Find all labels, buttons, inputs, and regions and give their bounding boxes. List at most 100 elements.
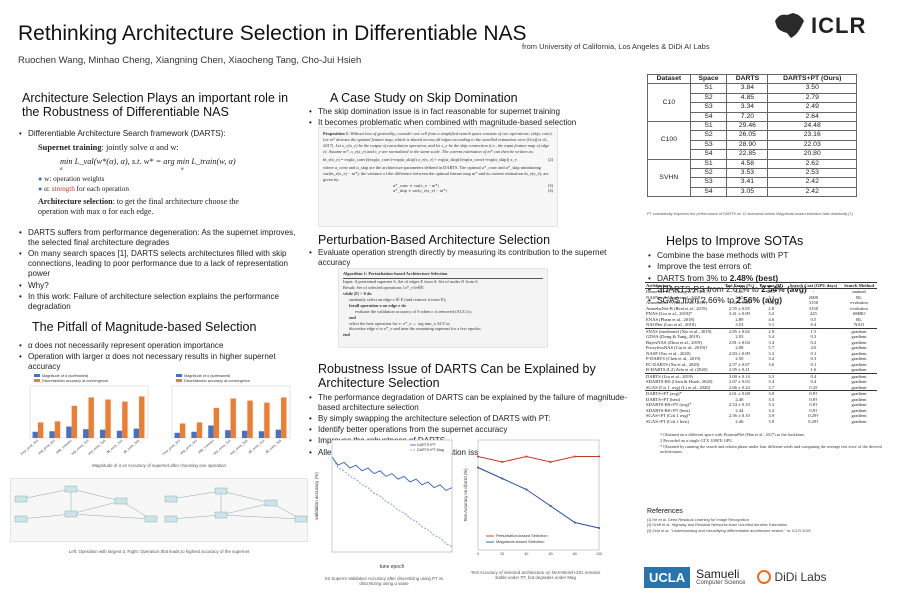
category-tick-label: max_pool_3x3 xyxy=(162,439,182,456)
sec5-bullet3: Identify better operations from the supe… xyxy=(308,425,638,435)
t2-cell: SDARTS-RS+PT (best) xyxy=(646,407,690,413)
t2-cell: 5.7 xyxy=(768,345,775,350)
legend-label: Discretization accuracy at convergence xyxy=(184,379,250,383)
t2-row: DenseNet-BC (Huang et al., 2017) 3.46 25.6… xyxy=(645,289,877,295)
eq-sub-w: w xyxy=(180,166,184,172)
t2-cell: 225 xyxy=(809,311,817,316)
bar xyxy=(54,421,61,438)
arch-sel-text: : to get the final architecture choose t… xyxy=(38,197,239,217)
t1-header-darts: DARTS xyxy=(726,73,769,85)
t1-cell: 26.05 xyxy=(726,130,769,141)
ref-3: [3] Zela et al. "Understanding and robus… xyxy=(647,527,811,533)
data-point xyxy=(501,461,504,463)
algo-line-2: while |E| > 0 do xyxy=(343,290,372,296)
t1-cell: 3.34 xyxy=(726,102,769,113)
t2-cell: gradient xyxy=(851,361,867,367)
t1-dataset-cell: SVHN xyxy=(647,158,691,198)
authors: Ruochen Wang, Minhao Cheng, Xiangning Ch… xyxy=(18,55,362,66)
t2-cell: gradient xyxy=(851,418,867,424)
t1-dataset-cell: C10 xyxy=(647,83,691,123)
t2-cell: SMBO xyxy=(852,311,866,316)
t2-cell: BayesNAS (Zhou et al., 2019) xyxy=(646,339,702,345)
eq-sub-alpha: α xyxy=(60,166,63,172)
t1-row: C10 S1 3.84 3.50 xyxy=(647,83,857,123)
t2-cell: SGAS+PT (Crit.1 avg)* xyxy=(646,413,691,418)
category-tick-label: dil_conv_3x3 xyxy=(248,439,266,455)
didi-logo: DiDi Labs xyxy=(757,570,827,584)
t2-cell: gradient xyxy=(851,396,867,402)
t1-row: S3 28.90 22.03 xyxy=(648,139,857,151)
t2-cell: 0.8† xyxy=(785,390,842,397)
t2-cell: DARTS+PT (best) xyxy=(646,396,681,402)
t2-cell: 0.25 xyxy=(809,384,818,390)
prop-after: where α_conv and α_skip are the architec… xyxy=(323,164,549,182)
t2-cell: 2.50 xyxy=(735,356,744,361)
x-tick-label: 20 xyxy=(500,552,504,556)
table2-footnotes: † Obtained on a different space with Pyr… xyxy=(660,432,885,455)
t2-cell: 2.46 xyxy=(735,418,744,424)
t1-row: S3 3.41 2.42 xyxy=(648,177,857,188)
bar xyxy=(37,422,44,438)
t2-cell: NAO xyxy=(854,322,865,327)
t2-cell: 3.4 xyxy=(768,379,775,384)
t1-cell: 23.16 xyxy=(767,130,857,141)
sec1-bullet3: On many search spaces [1], DARTS selects… xyxy=(18,249,308,279)
t2-cell: 2.48 xyxy=(735,396,744,402)
data-point xyxy=(525,455,528,458)
t2-cell: 4.6 xyxy=(768,316,775,322)
t2-cell: PNAS (Liu et al., 2018)* xyxy=(646,311,693,316)
references-list: [1] He et al. Deep Residual Learning for… xyxy=(647,517,887,533)
results-table-spaces: Dataset Space DARTS DARTS+PT (Ours) C10 S… xyxy=(647,73,857,198)
t1-row: S2 26.05 23.16 xyxy=(648,130,857,141)
t2-cell: SGAS+PT (Crit.1 best) xyxy=(646,418,689,424)
t1-cell: 3.50 xyxy=(767,83,857,94)
t2-cell: 0.4 xyxy=(810,322,817,327)
bar xyxy=(139,396,145,438)
y-axis-label: Test Accuracy on cifar10 (%) xyxy=(463,468,468,522)
t1-dataset-cell: C100 xyxy=(647,121,691,160)
t2-cell: 2.89 xyxy=(735,316,744,322)
bar xyxy=(83,429,89,438)
category-tick-label: dil_conv_5x5 xyxy=(264,439,282,455)
bar xyxy=(264,402,270,438)
t1-cell: 3.05 xyxy=(726,186,769,198)
t2-cell: 25.6 xyxy=(767,289,776,294)
x-axis-label: tune epoch xyxy=(380,564,405,570)
t2-cell: 2.55 ± 0.05 xyxy=(728,305,750,311)
t2-cell: 0.3 xyxy=(810,334,817,339)
t2-cell: - xyxy=(770,367,773,372)
sec2-list: α does not necessarily represent operati… xyxy=(18,341,308,373)
bar xyxy=(122,401,128,438)
bar xyxy=(241,430,248,438)
t2-row: SNAS (moderate) (Xie et al., 2019) 2.85 ±… xyxy=(645,327,877,334)
t2-cell: 3.9 xyxy=(768,418,775,424)
t2-cell: GDAS (Dong & Yang, 2019) xyxy=(646,334,700,339)
t2-header-cost: Search Cost (GPU days) xyxy=(785,282,842,289)
sec6-bullet1: Combine the base methods with PT xyxy=(647,250,877,261)
series-line xyxy=(331,456,453,491)
plot-area xyxy=(477,439,600,551)
t2-cell: NAONet (Luo et al., 2018) xyxy=(646,322,696,327)
legend-swatch xyxy=(176,374,182,377)
t2-row: SDARTS-RS+PT (avg)* 2.54 ± 0.10 3.3 0.8† gra… xyxy=(645,402,877,408)
t2-row: SGAS+PT (Crit.1 avg)* 2.56 ± 0.10 3.9 0.29†… xyxy=(645,413,877,419)
institution-logos: UCLA Samueli Computer Science DiDi Labs xyxy=(644,563,894,591)
t2-cell: 2.81 ± 0.04 xyxy=(728,339,750,345)
ref-2: [2] Greff et al. Highway and Residual Ne… xyxy=(647,522,788,528)
t1-cell: 2.62 xyxy=(767,158,857,170)
arch-sel-label: Architecture selection xyxy=(38,197,113,207)
t2-cell: 3.41 ± 0.09 xyxy=(728,311,750,316)
t2-row: NASP (Yao et al., 2020) 2.83 ± 0.09 3.3 0.1… xyxy=(645,351,877,357)
t2-cell: gradient xyxy=(841,390,877,397)
data-point xyxy=(573,521,576,524)
sec1-bullet4: Why? xyxy=(18,281,308,291)
algo-line-0: Input: A pretrained supernet S, Set of e… xyxy=(343,278,478,284)
cell-diagrams xyxy=(10,478,308,542)
t1-cell: 3.53 xyxy=(726,168,769,179)
sec6-bullet5: SGAS from 2.66% to 2.56% (avg) xyxy=(647,295,877,306)
y-axis-label: validation accuracy (%) xyxy=(314,472,319,520)
t2-cell: evolution xyxy=(850,300,868,305)
t1-cell: 28.90 xyxy=(726,139,769,151)
prop-eq2: m̄_e(x_e) = exp(α_conv)/(exp(α_conv)+exp… xyxy=(323,156,517,162)
t1-cell: 22.85 xyxy=(726,149,769,160)
